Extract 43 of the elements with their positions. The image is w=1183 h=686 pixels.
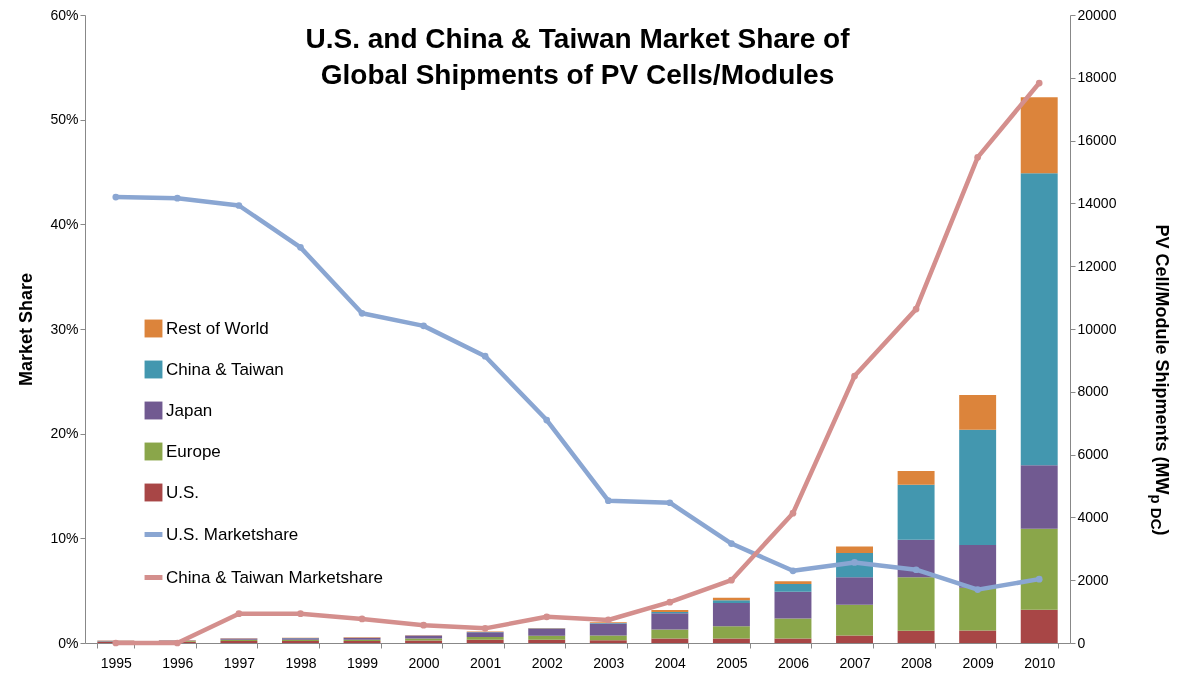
y-tick-label: 50% xyxy=(50,111,79,128)
y-tick-label: 20% xyxy=(50,425,79,442)
x-tick-label: 2010 xyxy=(1024,654,1056,671)
x-tick-label: 2000 xyxy=(408,654,440,671)
legend-label: Japan xyxy=(166,400,213,420)
y-tick-label: 10% xyxy=(50,529,79,546)
legend-label: U.S. xyxy=(166,482,200,502)
y-tick-label: 40% xyxy=(50,215,79,232)
y2-tick-label: 18000 xyxy=(1077,69,1117,86)
x-tick-label: 2003 xyxy=(593,654,625,671)
y2-tick-label: 4000 xyxy=(1077,508,1109,525)
x-tick-label: 2005 xyxy=(716,654,748,671)
y2-tick-label: 12000 xyxy=(1077,257,1117,274)
x-tick-label: 1998 xyxy=(285,654,317,671)
x-tick-label: 2009 xyxy=(962,654,994,671)
legend-label: China & Taiwan xyxy=(166,359,284,379)
x-tick-label: 1999 xyxy=(346,654,379,671)
x-tick-label: 1996 xyxy=(162,654,194,671)
y2-tick-label: 20000 xyxy=(1077,6,1117,23)
y2-tick-label: 10000 xyxy=(1077,320,1117,337)
x-tick-label: 1995 xyxy=(100,654,133,671)
y2-tick-label: 14000 xyxy=(1077,194,1117,211)
legend-label: Rest of World xyxy=(166,318,269,338)
text: U.S. and China & Taiwan Market Share of Global Shipments of PV Cells/Modules xyxy=(305,23,851,90)
legend-label: China & Taiwan Marketshare xyxy=(166,567,384,587)
x-tick-label: 2007 xyxy=(839,654,871,671)
y2-tick-label: 6000 xyxy=(1077,446,1109,463)
legend-label: U.S. Marketshare xyxy=(166,524,299,544)
x-tick-label: 2002 xyxy=(531,654,563,671)
legend-label: Europe xyxy=(166,441,221,461)
y2-tick-label: 16000 xyxy=(1077,132,1117,149)
x-tick-label: 2004 xyxy=(654,654,687,671)
y2-tick-label: 8000 xyxy=(1077,383,1109,400)
x-tick-label: 2006 xyxy=(777,654,810,671)
y2-tick-label: 0 xyxy=(1077,634,1086,651)
y-tick-label: 0% xyxy=(58,634,79,651)
x-tick-label: 2001 xyxy=(470,654,502,671)
y-tick-label: 60% xyxy=(50,6,79,23)
y-axis-title: Market Share xyxy=(16,272,37,387)
x-tick-label: 1997 xyxy=(223,654,256,671)
x-tick-label: 2008 xyxy=(901,654,933,671)
y2-tick-label: 2000 xyxy=(1077,571,1109,588)
y-tick-label: 30% xyxy=(50,320,79,337)
